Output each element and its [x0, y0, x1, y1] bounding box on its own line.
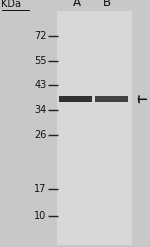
Text: 72: 72	[34, 31, 46, 41]
Bar	[58, 96, 92, 103]
Text: 17: 17	[34, 184, 46, 194]
Text: 26: 26	[34, 130, 46, 140]
Text: 55: 55	[34, 56, 46, 65]
Bar	[57, 11, 132, 245]
Text: A: A	[73, 0, 81, 9]
Text: 10: 10	[34, 211, 46, 221]
Text: B: B	[103, 0, 111, 9]
Bar	[95, 96, 128, 103]
Text: 43: 43	[34, 80, 46, 90]
Text: KDa: KDa	[2, 0, 21, 9]
Text: 34: 34	[34, 105, 46, 115]
